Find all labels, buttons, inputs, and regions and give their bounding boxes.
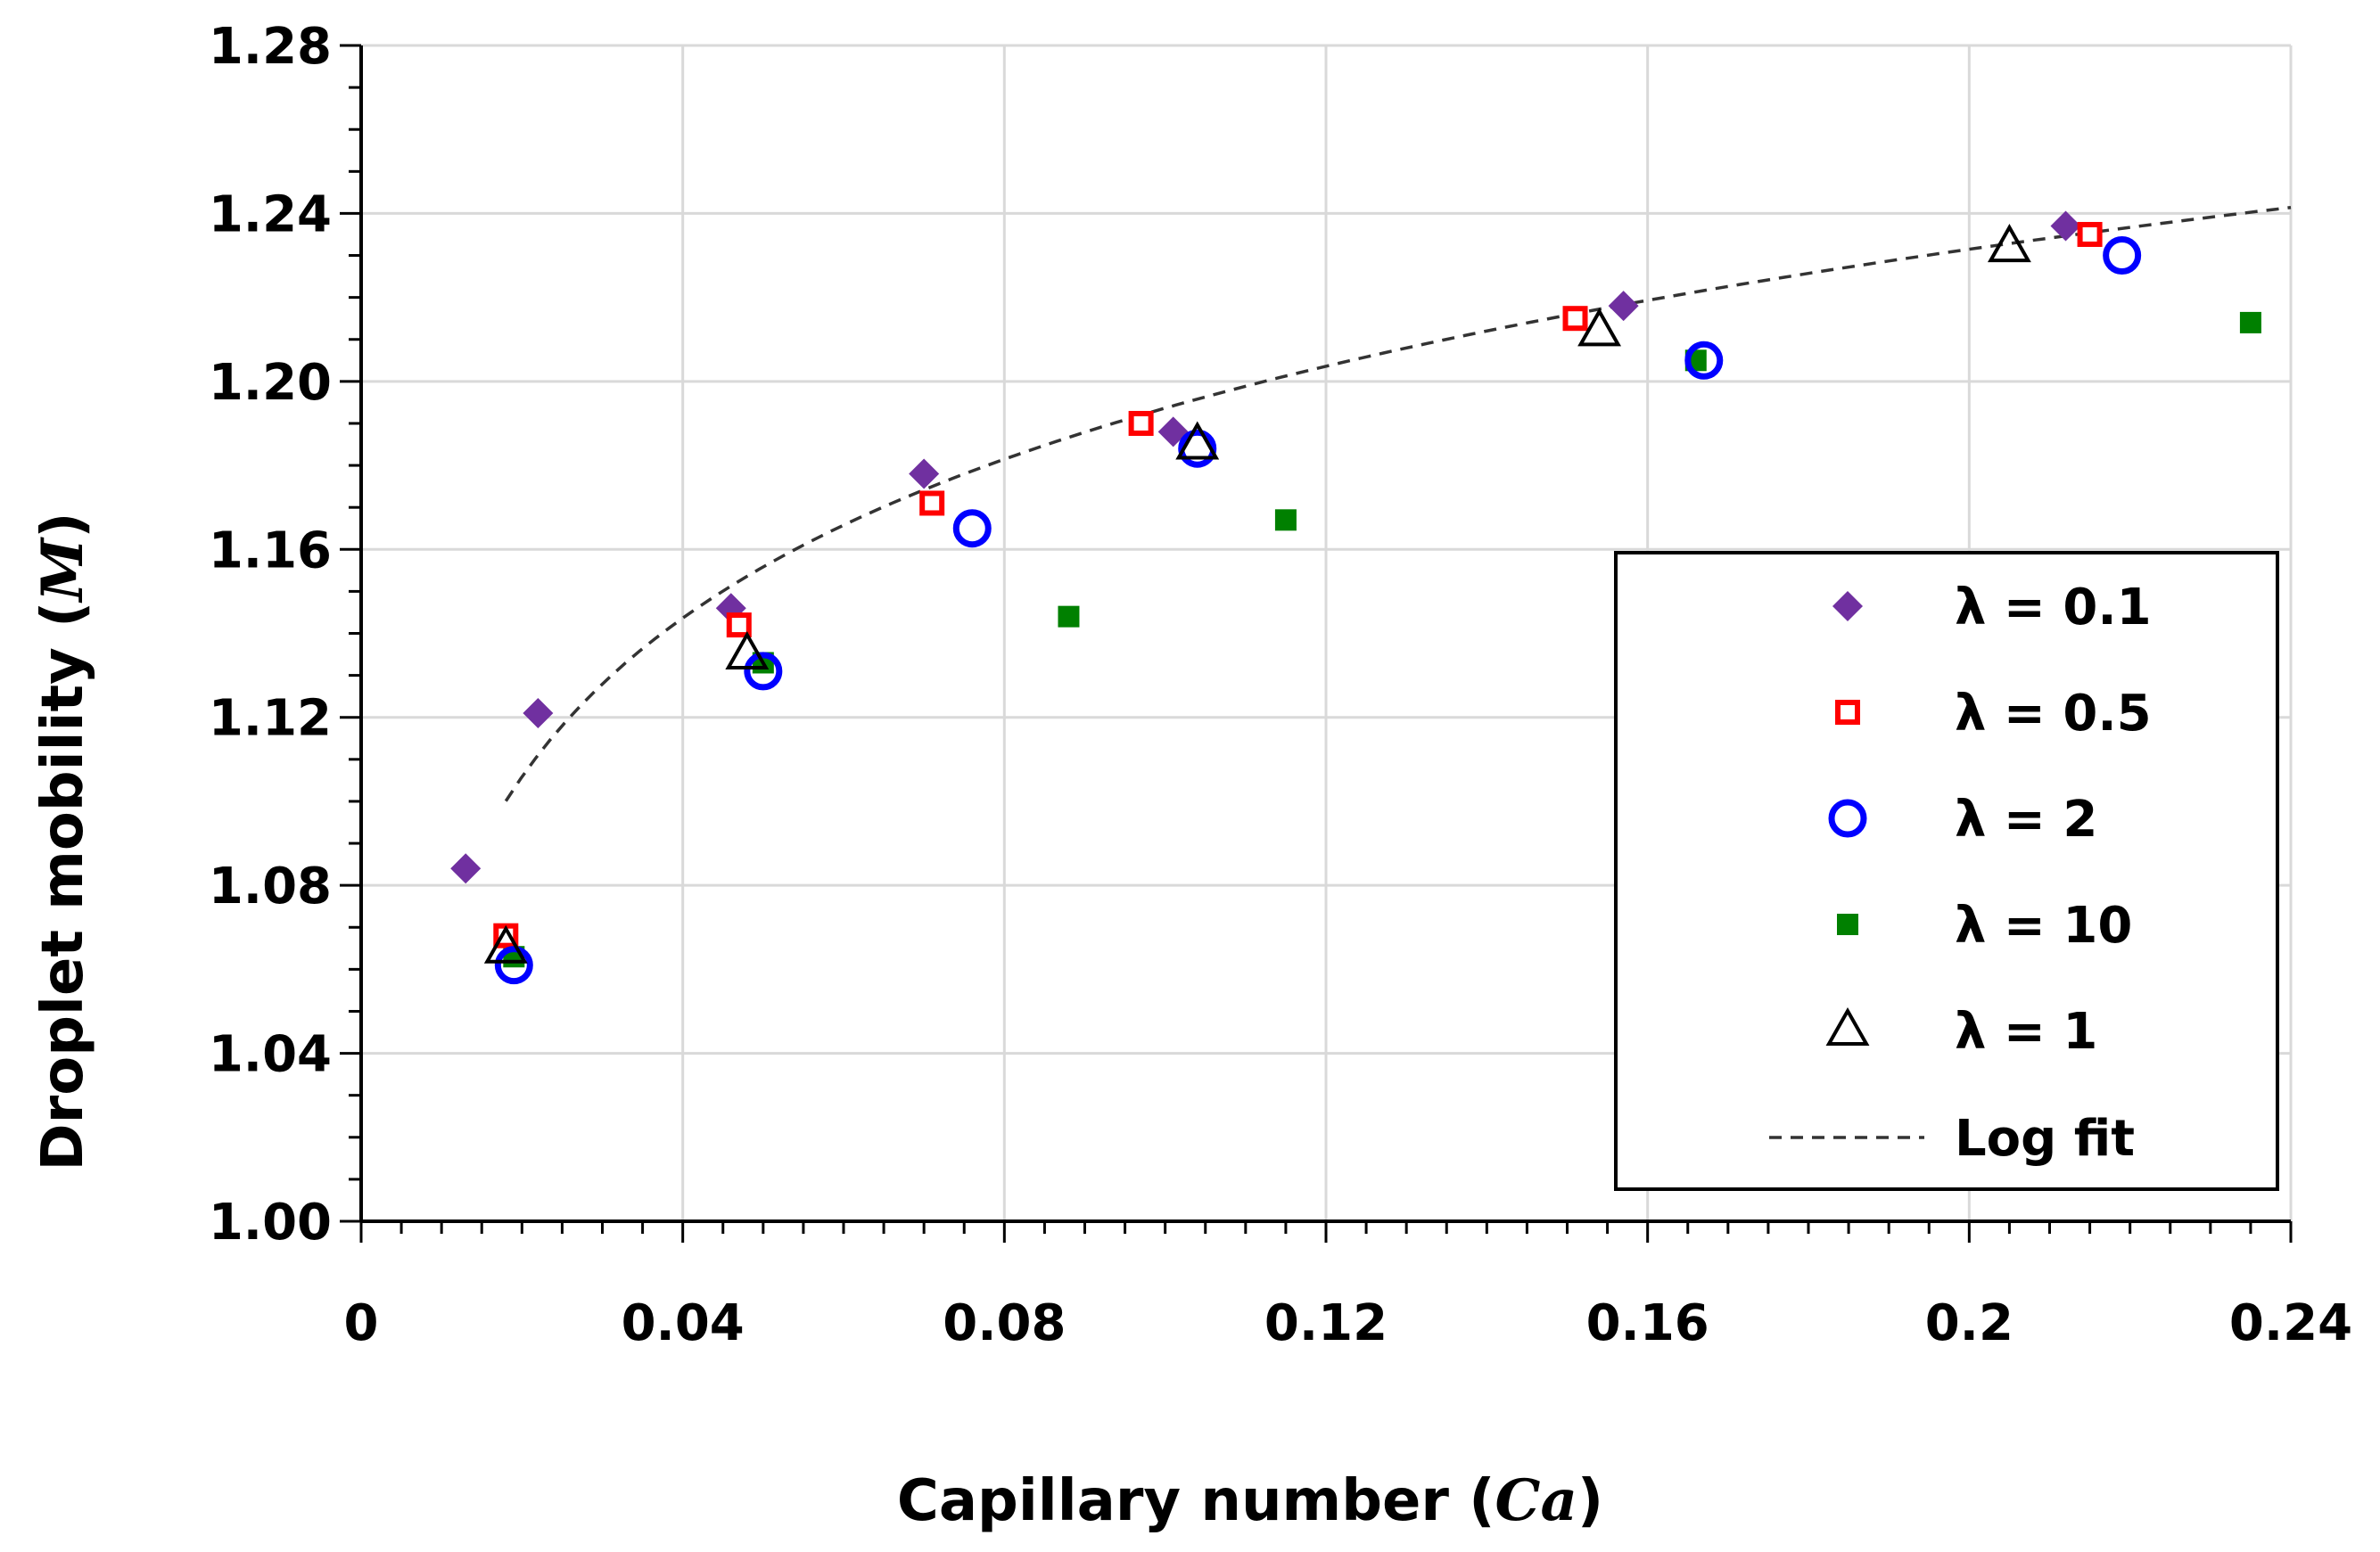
data-point: [2103, 236, 2142, 275]
legend-label: λ = 10: [1955, 897, 2132, 955]
y-tick-label: 1.16: [209, 521, 332, 579]
y-tick-label: 1.04: [209, 1026, 332, 1084]
x-tick-label: 0.16: [1586, 1294, 1709, 1352]
legend-marker: [1835, 700, 1860, 725]
data-point: [1175, 421, 1220, 460]
y-tick-label: 1.00: [209, 1194, 332, 1252]
data-point: [1178, 429, 1217, 468]
legend-label: λ = 0.1: [1955, 579, 2152, 636]
tick-labels: 0 0.04 0.08 0.12 0.16 0.2 0.24 1.00 1.04 1.08 1.12…: [209, 18, 2352, 1352]
x-tick-label: 0.12: [1264, 1294, 1388, 1352]
x-tick-label: 0.24: [2229, 1294, 2352, 1352]
x-tick-label: 0.2: [1925, 1294, 2014, 1352]
data-point: [483, 924, 528, 964]
data-point: [2077, 221, 2103, 247]
data-point: [1274, 509, 1297, 531]
data-point: [1987, 224, 2031, 263]
legend-label: Log fit: [1955, 1110, 2135, 1168]
data-point: [450, 853, 482, 884]
legend-marker: [1828, 799, 1867, 838]
legend-label: λ = 2: [1955, 791, 2097, 849]
y-tick-label: 1.12: [209, 690, 332, 748]
data-point: [919, 490, 945, 516]
data-point: [744, 652, 783, 691]
data-markers: [450, 210, 2261, 985]
data-point: [1577, 308, 1622, 347]
legend-marker: [1825, 1006, 1870, 1046]
y-tick-label: 1.24: [209, 185, 332, 243]
x-axis-title: Capillary number (Ca): [897, 1467, 1603, 1534]
legend-marker: [1832, 591, 1863, 621]
data-point: [1684, 341, 1724, 380]
y-tick-label: 1.20: [209, 354, 332, 412]
x-tick-label: 0: [344, 1294, 379, 1352]
data-point: [1058, 605, 1080, 628]
data-point: [726, 612, 752, 638]
axes: [340, 44, 2293, 1243]
data-point: [1128, 410, 1154, 436]
log-fit-line: [504, 205, 2292, 802]
x-tick-label: 0.04: [622, 1294, 745, 1352]
data-point: [725, 631, 770, 670]
legend-label: λ = 1: [1955, 1003, 2097, 1061]
legend: λ = 0.1 λ = 0.5 λ = 2 λ = 10 λ = 1 Log fit: [1614, 551, 2279, 1191]
y-tick-label: 1.28: [209, 18, 332, 76]
data-point: [1562, 306, 1588, 332]
y-tick-label: 1.08: [209, 858, 332, 916]
data-point: [952, 509, 992, 548]
data-point: [1608, 291, 1639, 322]
legend-marker: [1837, 914, 1858, 935]
legend-box: [1614, 551, 2279, 1191]
data-point: [494, 946, 533, 985]
x-tick-label: 0.08: [943, 1294, 1066, 1352]
y-axis-title: Droplet mobility (M): [29, 513, 96, 1171]
legend-label: λ = 0.5: [1955, 685, 2152, 743]
data-point: [523, 698, 554, 729]
log-fit-curve: [504, 205, 2292, 802]
data-point: [909, 458, 940, 489]
data-point: [2050, 210, 2081, 242]
data-point: [2239, 311, 2261, 333]
